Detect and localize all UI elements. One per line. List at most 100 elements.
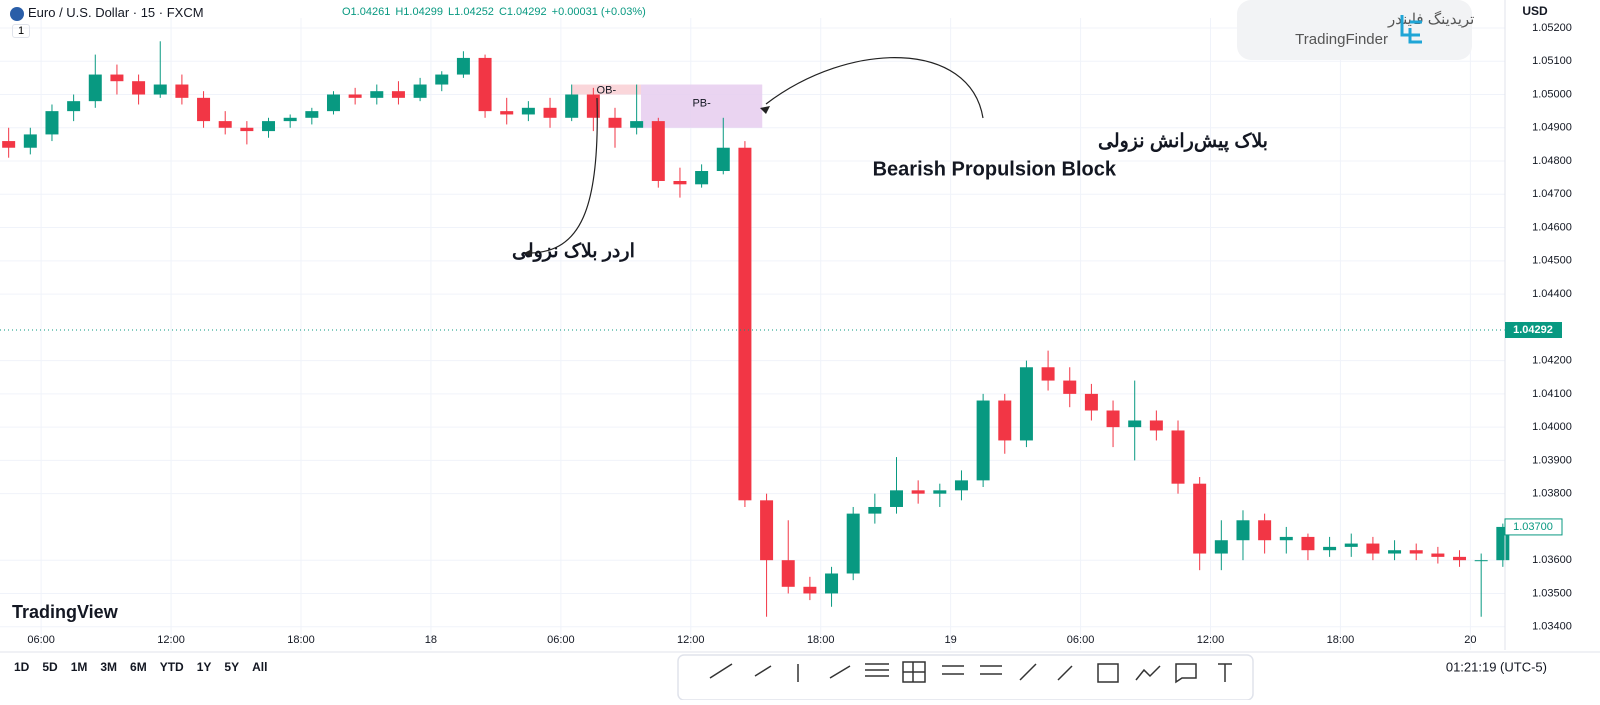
candle-body bbox=[88, 74, 102, 102]
candle-body bbox=[586, 94, 600, 118]
x-tick-label: 06:00 bbox=[1067, 634, 1095, 646]
y-tick-label: 1.03500 bbox=[1532, 587, 1572, 599]
candle-body bbox=[781, 560, 795, 587]
y-tick-label: 1.05100 bbox=[1532, 55, 1572, 67]
candle-body bbox=[716, 147, 730, 172]
ohlc-legend: O1.04261 H1.04299 L1.04252 C1.04292 +0.00031… bbox=[342, 6, 651, 18]
candle-body bbox=[1301, 536, 1315, 551]
candle-body bbox=[760, 500, 774, 561]
range-button[interactable]: 1Y bbox=[196, 660, 212, 674]
candle-body bbox=[1019, 367, 1033, 441]
candle-body bbox=[954, 480, 968, 491]
candle-body bbox=[1063, 380, 1077, 394]
legend-value: C1.04292 bbox=[498, 6, 547, 18]
x-tick-label: 06:00 bbox=[547, 634, 575, 646]
annotation-fa: بلاک پیش‌رانش نزولی bbox=[1098, 131, 1268, 152]
candle-body bbox=[132, 81, 146, 95]
zone bbox=[640, 84, 763, 128]
candle-body bbox=[890, 490, 903, 507]
symbol-title[interactable]: Euro / U.S. Dollar · 15 · FXCM bbox=[10, 5, 204, 21]
x-tick-label: 06:00 bbox=[27, 634, 55, 646]
range-bar: 1D 5D 1M 3M 6M YTD 1Y 5Y All bbox=[14, 660, 280, 674]
interval-badge[interactable]: 1 bbox=[12, 24, 31, 38]
x-tick-label: 12:00 bbox=[157, 634, 185, 646]
candle-body bbox=[478, 57, 492, 112]
y-tick-label: 1.04800 bbox=[1532, 155, 1572, 167]
last-price-label: 1.04292 bbox=[1513, 324, 1553, 336]
currency[interactable]: USD bbox=[1522, 4, 1548, 18]
last-price-tag bbox=[1505, 322, 1562, 339]
candle-body bbox=[1171, 430, 1185, 484]
candle-body bbox=[67, 101, 81, 112]
logo-box bbox=[1237, 0, 1472, 60]
range-button[interactable]: 1D bbox=[14, 660, 30, 674]
y-tick-label: 1.04900 bbox=[1532, 122, 1572, 134]
candle-body bbox=[23, 134, 37, 148]
range-button[interactable]: All bbox=[252, 660, 268, 674]
plot: OB- PB- bbox=[0, 18, 1510, 650]
interval: 1 bbox=[18, 25, 25, 37]
range-button[interactable]: 6M bbox=[130, 660, 147, 674]
price-marker-tag bbox=[1504, 518, 1563, 536]
candle-body bbox=[1149, 420, 1163, 431]
range-button[interactable]: YTD bbox=[159, 660, 184, 674]
logo-icon bbox=[1400, 15, 1422, 44]
candle-body bbox=[673, 180, 687, 185]
candle-body bbox=[1344, 543, 1358, 547]
y-tick-label: 1.05000 bbox=[1532, 88, 1572, 100]
zone-label: OB- bbox=[597, 84, 617, 96]
y-tick-label: 1.04000 bbox=[1532, 421, 1572, 433]
candle-body bbox=[1323, 546, 1337, 551]
x-tick-label: 18:00 bbox=[807, 634, 835, 646]
candle-body bbox=[110, 74, 124, 82]
arrowhead bbox=[524, 249, 532, 257]
x-tick-label: 20 bbox=[1464, 634, 1476, 646]
candle-body bbox=[1193, 483, 1207, 554]
y-tick-label: 1.03800 bbox=[1532, 488, 1572, 500]
y-tick-label: 1.04700 bbox=[1532, 188, 1572, 200]
title: Euro / U.S. Dollar · 15 · FXCM bbox=[28, 5, 204, 20]
legend-value: O1.04261 bbox=[342, 6, 391, 18]
arrowhead bbox=[760, 106, 770, 114]
x-tick-label: 19 bbox=[945, 634, 957, 646]
arrow bbox=[529, 97, 598, 254]
range-button[interactable]: 5Y bbox=[224, 660, 240, 674]
price-marker-label: 1.03700 bbox=[1513, 521, 1553, 533]
candle-body bbox=[262, 121, 276, 132]
candle-body bbox=[565, 94, 579, 118]
candle-body bbox=[521, 107, 535, 115]
candle-body bbox=[1258, 520, 1272, 541]
candle-body bbox=[695, 171, 709, 185]
candle-body bbox=[45, 111, 59, 135]
range-button[interactable]: 5D bbox=[42, 660, 58, 674]
candle-body bbox=[1041, 367, 1055, 381]
candle-body bbox=[175, 84, 189, 98]
zone bbox=[571, 84, 641, 95]
candle-body bbox=[868, 506, 882, 514]
watermark: TradingView bbox=[12, 602, 119, 622]
candle-body bbox=[846, 513, 860, 574]
candle-body bbox=[348, 94, 362, 98]
candle-body bbox=[326, 94, 340, 112]
y-tick-label: 1.04600 bbox=[1532, 221, 1572, 233]
candle-body bbox=[1409, 550, 1423, 554]
candle-body bbox=[283, 117, 297, 122]
x-tick-label: 12:00 bbox=[1197, 634, 1225, 646]
candle-body bbox=[630, 121, 644, 128]
logo-fa: تریدینگ فایندر bbox=[1387, 10, 1474, 28]
legend-value: L1.04252 bbox=[448, 6, 494, 18]
candle-body bbox=[803, 586, 817, 594]
clock: 01:21:19 (UTC-5) bbox=[1446, 659, 1547, 674]
candle-body bbox=[1084, 393, 1098, 411]
candle-body bbox=[1279, 536, 1293, 541]
range-button[interactable]: 3M bbox=[100, 660, 118, 674]
y-tick-label: 1.04500 bbox=[1532, 255, 1572, 267]
annotation-fa: اردر بلاک نزولی bbox=[512, 241, 635, 262]
candle-body bbox=[1366, 543, 1380, 554]
candle-body bbox=[197, 97, 211, 122]
candle-body bbox=[608, 117, 622, 128]
candle-body bbox=[825, 573, 839, 594]
candle-body bbox=[1474, 560, 1488, 562]
range-button[interactable]: 1M bbox=[70, 660, 88, 674]
candle-body bbox=[933, 490, 947, 494]
